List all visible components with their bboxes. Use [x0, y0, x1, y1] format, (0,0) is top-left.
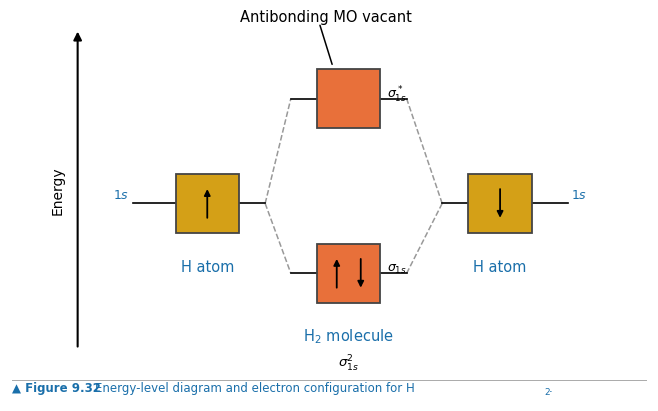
Text: $\sigma^2_{1s}$: $\sigma^2_{1s}$ — [338, 354, 359, 374]
Text: 2: 2 — [545, 388, 551, 397]
Bar — [317, 69, 380, 128]
Text: H atom: H atom — [473, 260, 527, 275]
Text: $1s$: $1s$ — [571, 189, 588, 202]
Text: $\sigma^*_{1s}$: $\sigma^*_{1s}$ — [387, 85, 407, 104]
Bar — [468, 174, 532, 233]
Text: .: . — [549, 381, 553, 395]
Text: H atom: H atom — [180, 260, 234, 275]
Bar — [176, 174, 239, 233]
Text: $1s$: $1s$ — [113, 189, 130, 202]
Bar — [317, 244, 380, 303]
Text: Energy-level diagram and electron configuration for H: Energy-level diagram and electron config… — [95, 381, 415, 395]
Text: Energy: Energy — [51, 167, 65, 215]
Text: Antibonding MO vacant: Antibonding MO vacant — [240, 10, 412, 25]
Text: $\sigma_{1s}$: $\sigma_{1s}$ — [387, 263, 407, 276]
Text: H$_2$ molecule: H$_2$ molecule — [303, 328, 394, 346]
Text: ▲ Figure 9.32: ▲ Figure 9.32 — [12, 381, 109, 395]
